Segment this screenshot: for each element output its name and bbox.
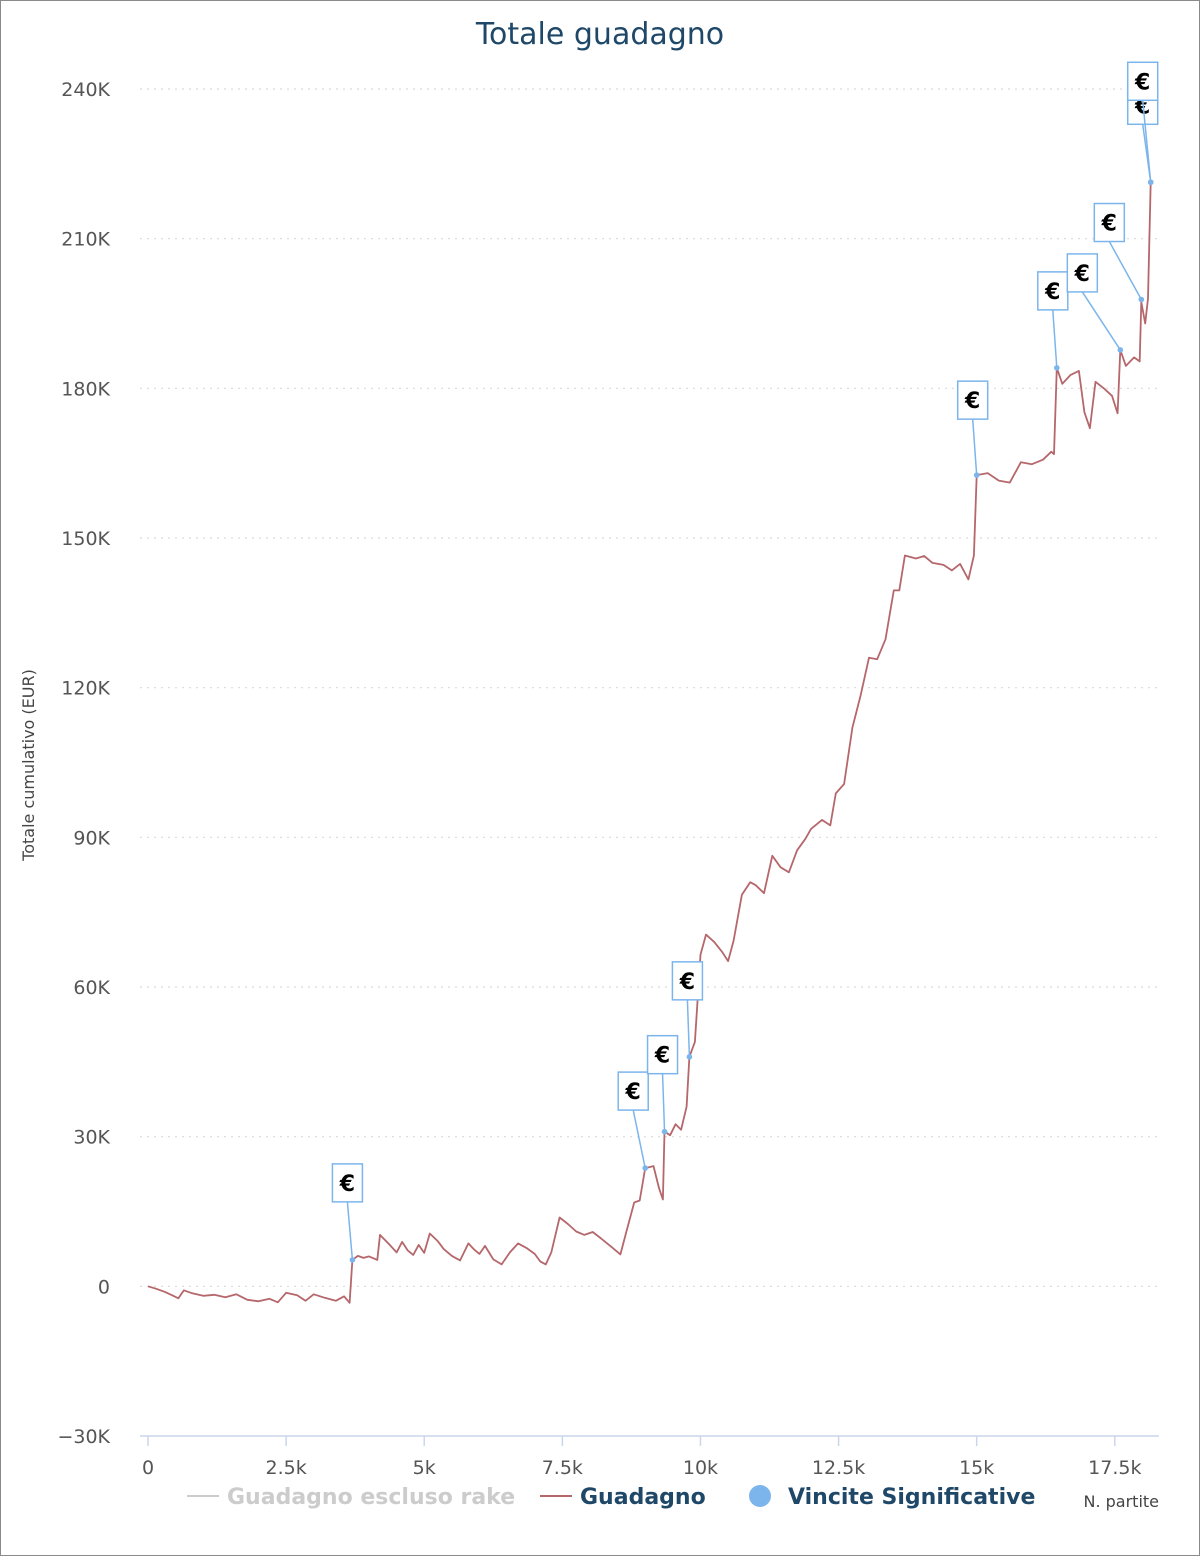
flag-label: €	[1074, 262, 1090, 287]
flag-connector	[632, 1109, 646, 1169]
flag-point	[642, 1165, 649, 1171]
x-tick-label: 12.5k	[812, 1457, 865, 1479]
flag-label: €	[339, 1172, 355, 1197]
flag-label: €	[625, 1080, 641, 1105]
flag-marker[interactable]: €	[956, 380, 989, 478]
x-tick-label: 7.5k	[542, 1457, 583, 1479]
legend: Guadagno escluso rake Guadagno Vincite Sig…	[187, 1485, 1035, 1510]
flag-connector	[1141, 100, 1152, 183]
flag-point	[973, 472, 980, 478]
flag-point	[686, 1054, 693, 1060]
flag-connector	[1081, 291, 1121, 351]
flag-connector	[1052, 309, 1058, 368]
grid	[140, 88, 1159, 1287]
y-tick-label: 180K	[61, 378, 110, 400]
legend-label: Guadagno escluso rake	[227, 1485, 515, 1510]
chart-title: Totale guadagno	[475, 17, 724, 52]
y-tick-label: −30K	[57, 1426, 110, 1448]
flag-marker[interactable]: €	[671, 961, 704, 1060]
y-tick-label: 0	[98, 1276, 110, 1298]
legend-item[interactable]: Guadagno escluso rake	[187, 1485, 515, 1510]
flag-point	[1147, 179, 1154, 186]
legend-label: Guadagno	[580, 1485, 706, 1510]
flag-box	[331, 1163, 364, 1203]
flag-marker[interactable]: €	[1066, 253, 1124, 353]
y-tick-label: 150K	[61, 528, 110, 550]
flag-markers: €€€€€€€€€€	[331, 61, 1159, 1263]
flag-connector	[971, 419, 978, 476]
y-tick-label: 30K	[73, 1127, 110, 1149]
y-axis-ticks: −30K 0 30K 60K 90K 120K 150K 180K 210K 240K	[57, 79, 110, 1448]
flag-marker[interactable]: €	[1093, 202, 1145, 303]
flag-box	[617, 1071, 649, 1111]
flag-label: €	[679, 970, 695, 995]
flag-box	[671, 961, 704, 1001]
y-tick-label: 210K	[61, 229, 110, 251]
y-tick-label: 120K	[61, 678, 110, 700]
flag-marker[interactable]: €	[617, 1071, 649, 1171]
x-axis: 0 2.5k 5k 7.5k 10k 12.5k 15k 17.5k	[140, 1435, 1159, 1479]
flag-label: €	[1134, 70, 1150, 95]
x-tick-label: 5k	[413, 1457, 436, 1479]
x-tick-label: 10k	[683, 1457, 718, 1479]
y-axis-label: Totale cumulativo (EUR)	[19, 669, 38, 862]
flag-connector	[1108, 241, 1142, 300]
flag-point	[349, 1257, 356, 1263]
flag-box	[956, 380, 989, 420]
legend-label: Vincite Significative	[788, 1485, 1035, 1510]
legend-symbol	[749, 1485, 771, 1507]
flag-point	[1117, 347, 1124, 353]
flag-connector	[661, 1073, 666, 1132]
x-tick-label: 2.5k	[265, 1457, 306, 1479]
flag-marker[interactable]: €	[331, 1163, 364, 1263]
flag-connector	[346, 1201, 354, 1260]
x-axis-label: N. partite	[1083, 1492, 1159, 1511]
flag-box	[1066, 253, 1099, 293]
flag-point	[661, 1128, 668, 1135]
flag-marker[interactable]: €	[1126, 61, 1159, 186]
flag-label: €	[1044, 280, 1060, 305]
y-tick-label: 90K	[73, 827, 110, 849]
flag-box	[1126, 61, 1159, 102]
flag-label: €	[964, 389, 980, 414]
series-line-guadagno	[147, 182, 1152, 1304]
y-tick-label: 60K	[73, 977, 110, 999]
flag-connector	[686, 999, 691, 1057]
flag-label: €	[1101, 212, 1117, 237]
flag-marker[interactable]: €	[646, 1034, 679, 1135]
flag-point	[1138, 296, 1145, 303]
legend-item[interactable]: Guadagno	[540, 1485, 706, 1510]
x-tick-label: 15k	[959, 1457, 994, 1479]
flag-marker[interactable]: €	[1037, 271, 1069, 371]
x-tick-label: 0	[142, 1457, 154, 1479]
y-tick-label: 240K	[61, 79, 110, 101]
flag-label: €	[654, 1044, 670, 1069]
series-lines	[147, 182, 1152, 1304]
flag-box	[646, 1034, 679, 1075]
flag-point	[1053, 365, 1060, 371]
x-tick-label: 17.5k	[1088, 1457, 1141, 1479]
flag-box	[1093, 202, 1126, 243]
legend-item[interactable]: Vincite Significative	[749, 1485, 1035, 1510]
